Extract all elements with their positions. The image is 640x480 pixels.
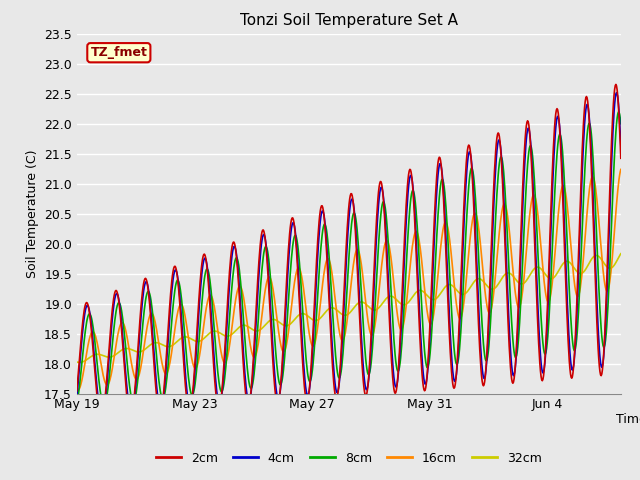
Y-axis label: Soil Temperature (C): Soil Temperature (C)	[26, 149, 38, 278]
Legend: 2cm, 4cm, 8cm, 16cm, 32cm: 2cm, 4cm, 8cm, 16cm, 32cm	[151, 447, 547, 469]
X-axis label: Time: Time	[616, 413, 640, 426]
Text: TZ_fmet: TZ_fmet	[90, 46, 147, 59]
Title: Tonzi Soil Temperature Set A: Tonzi Soil Temperature Set A	[240, 13, 458, 28]
